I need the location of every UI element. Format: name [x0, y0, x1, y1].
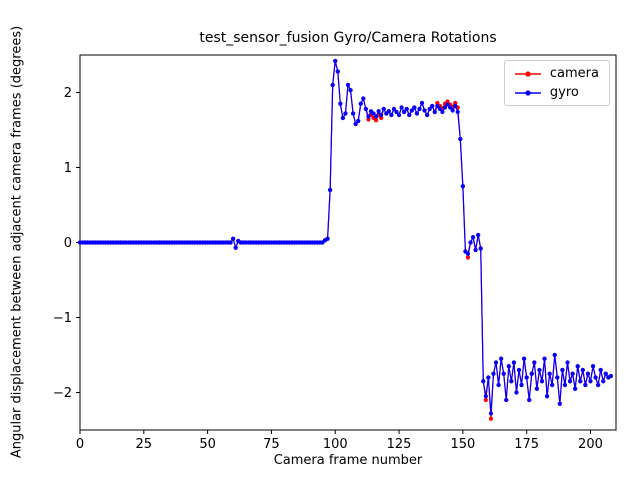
- x-axis-label: Camera frame number: [273, 453, 423, 468]
- svg-text:−2: −2: [53, 386, 72, 401]
- svg-text:175: 175: [514, 437, 539, 452]
- y-ticks: −2 −1 0 1 2: [53, 86, 80, 401]
- svg-text:100: 100: [323, 437, 348, 452]
- y-axis-label: Angular displacement between adjacent ca…: [9, 25, 25, 459]
- svg-text:200: 200: [578, 437, 603, 452]
- svg-text:75: 75: [263, 437, 280, 452]
- svg-text:50: 50: [199, 437, 216, 452]
- legend-label-camera: camera: [549, 66, 599, 81]
- svg-text:−1: −1: [53, 311, 72, 326]
- svg-text:150: 150: [450, 437, 475, 452]
- legend-entry-camera: camera: [513, 66, 599, 81]
- svg-text:0: 0: [76, 437, 84, 452]
- svg-text:0: 0: [64, 236, 72, 251]
- chart-title: test_sensor_fusion Gyro/Camera Rotations: [199, 30, 497, 46]
- svg-text:125: 125: [387, 437, 412, 452]
- svg-text:2: 2: [64, 86, 72, 101]
- x-ticks: 0 25 50 75 100 125 150 175 200: [76, 430, 603, 452]
- legend-label-gyro: gyro: [549, 85, 579, 100]
- svg-text:1: 1: [64, 161, 72, 176]
- legend: camera gyro: [503, 60, 610, 106]
- svg-text:25: 25: [136, 437, 153, 452]
- legend-entry-gyro: gyro: [513, 85, 599, 100]
- legend-swatch-camera-icon: [514, 70, 541, 77]
- series-gyro: [77, 58, 613, 416]
- legend-swatch-gyro-icon: [514, 89, 541, 96]
